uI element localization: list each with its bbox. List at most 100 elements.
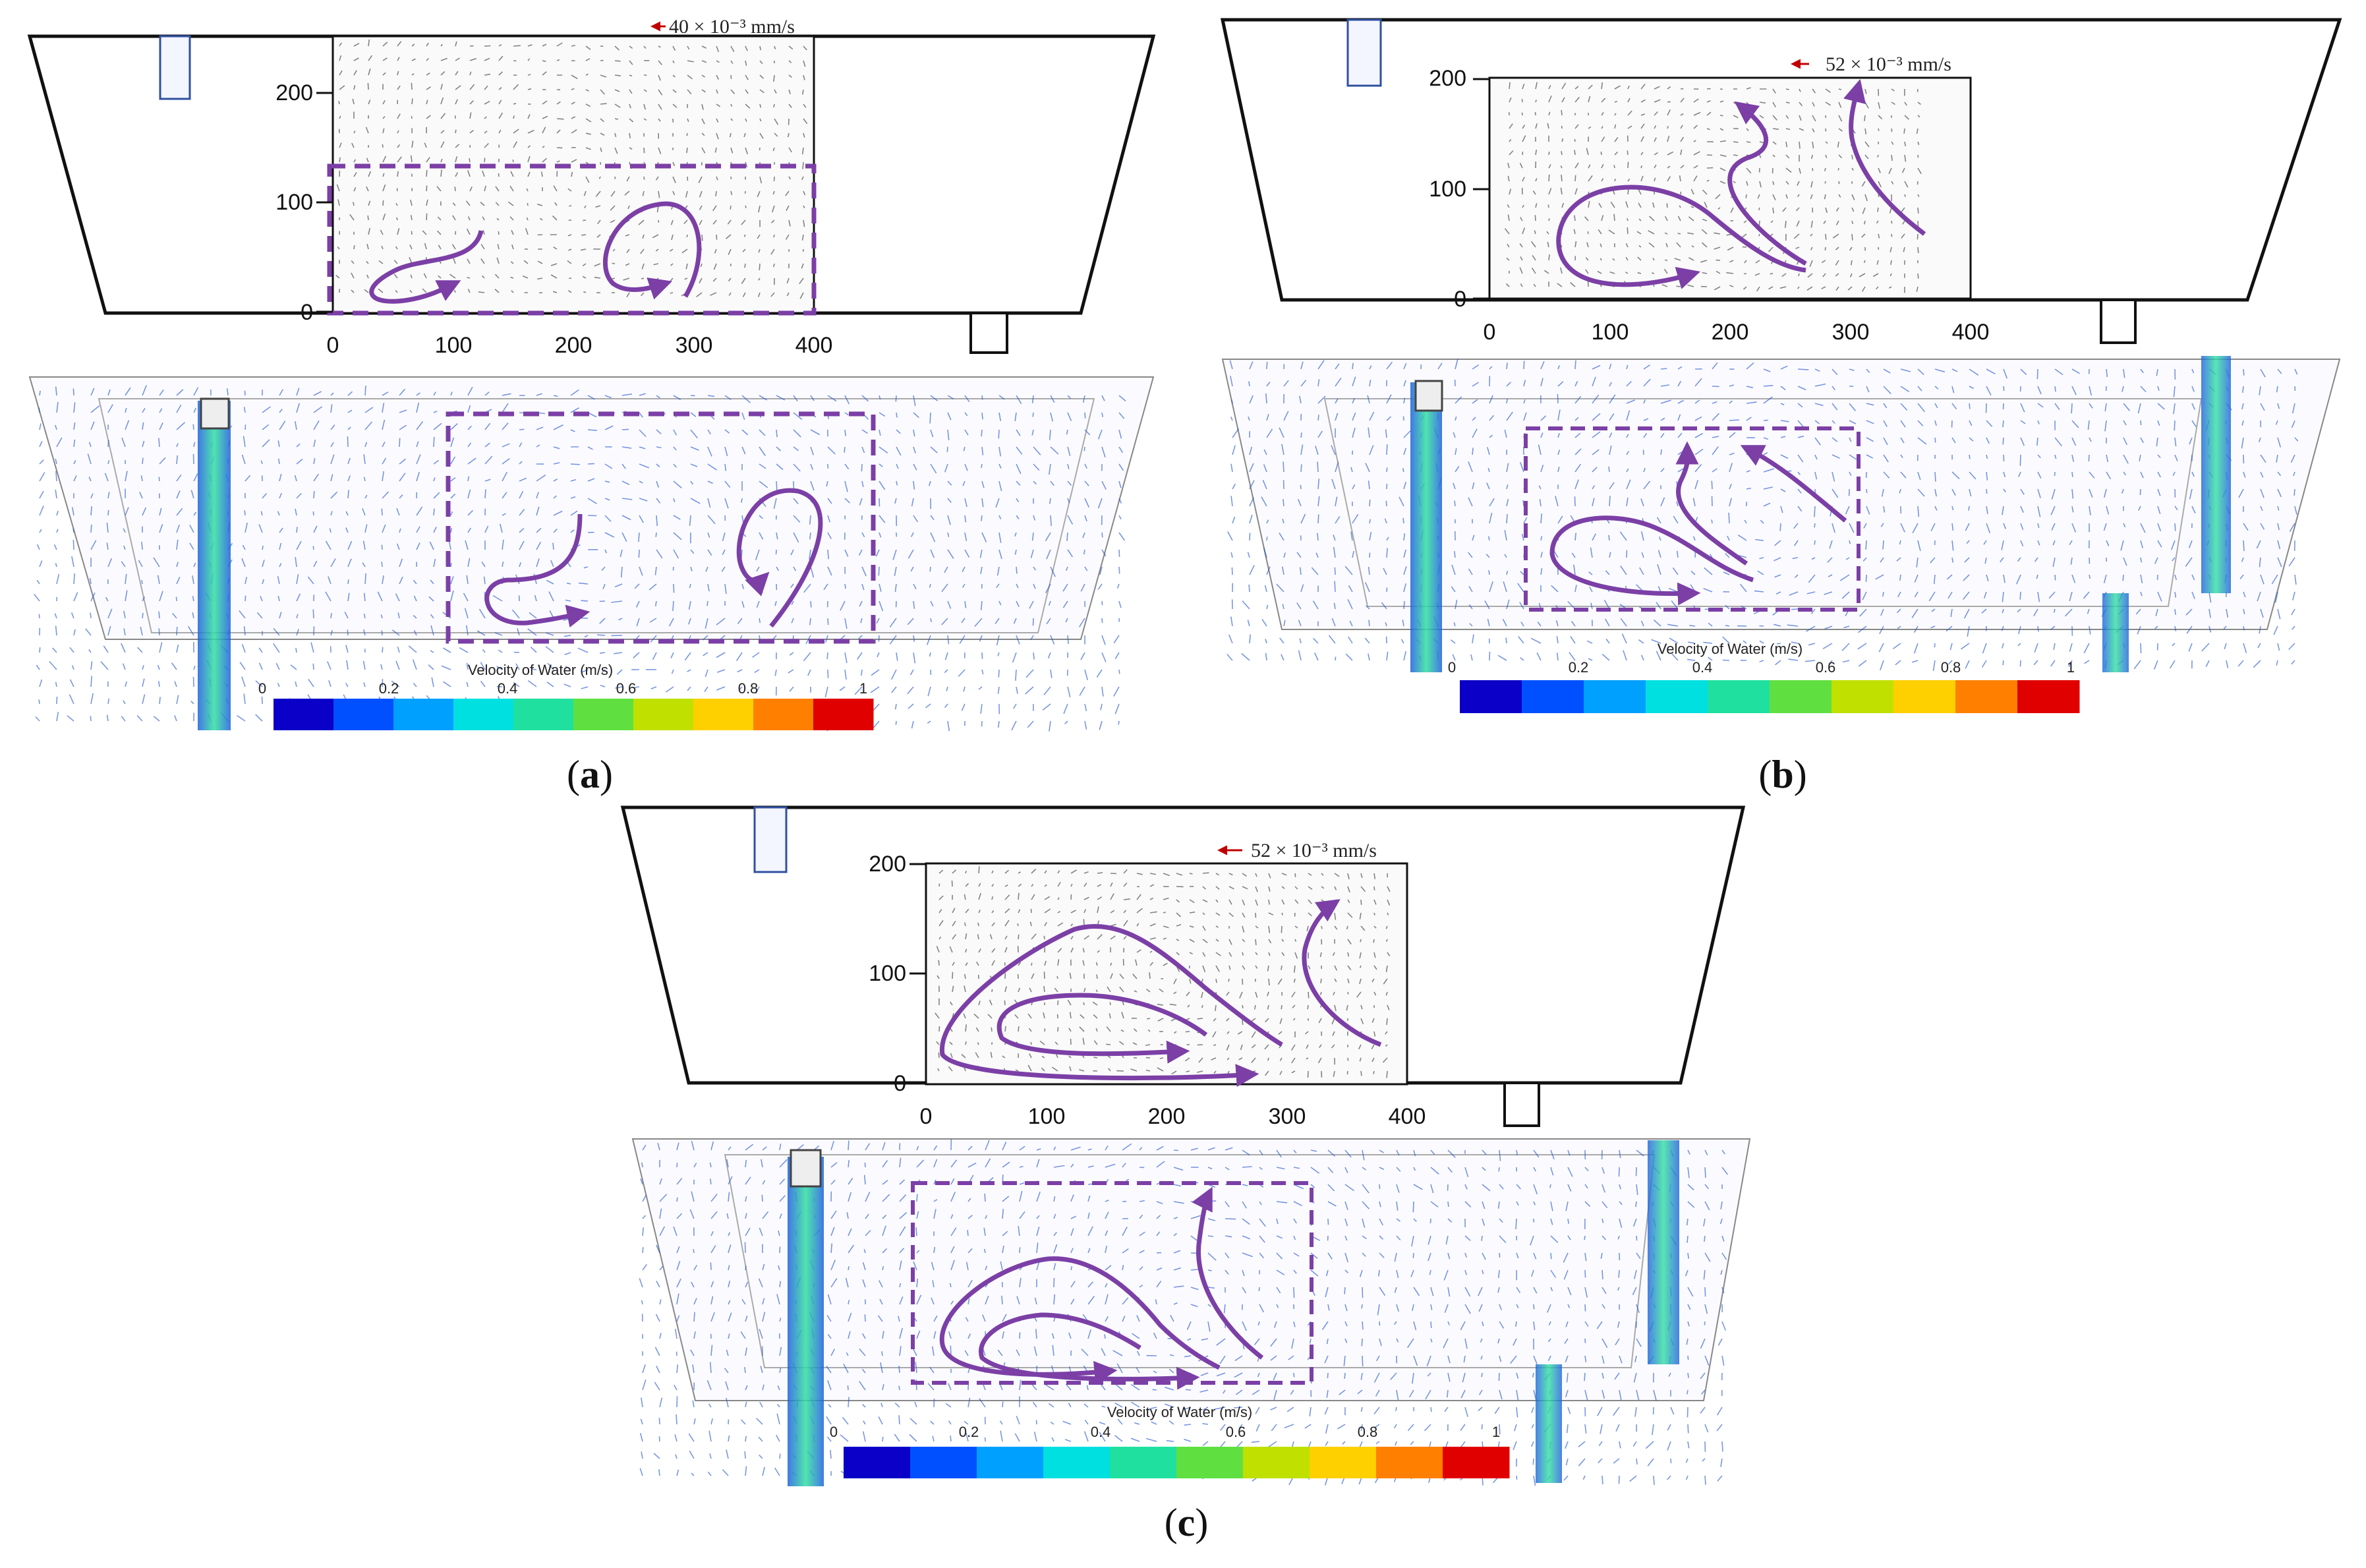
colorbar-segment xyxy=(844,1447,877,1478)
svg-text:(b): (b) xyxy=(1758,753,1806,796)
colorbar-segment xyxy=(1143,1447,1177,1478)
colorbar-title: Velocity of Water (m/s) xyxy=(468,662,613,678)
scale-label: 52 × 10⁻³ mm/s xyxy=(1251,840,1377,861)
panel-b-tank-2d xyxy=(1220,18,2342,344)
x-tick-label: 300 xyxy=(1832,320,1870,345)
vortex-arrow xyxy=(979,1312,1200,1390)
colorbar-tick-label: 0.2 xyxy=(959,1424,979,1440)
colorbar-segment xyxy=(753,699,784,730)
colorbar-segment xyxy=(333,699,364,730)
colorbar-segment xyxy=(2017,680,2049,713)
colorbar-segment xyxy=(603,699,634,730)
colorbar-segment xyxy=(1522,680,1553,713)
outlet-jet-plume xyxy=(2201,356,2231,593)
colorbar xyxy=(1460,680,2080,713)
y-tick-label: 100 xyxy=(275,190,313,215)
colorbar-title: Velocity of Water (m/s) xyxy=(1107,1404,1252,1420)
colorbar-tick-label: 0.4 xyxy=(1692,659,1713,676)
colorbar-segment xyxy=(1110,1447,1143,1478)
colorbar xyxy=(274,699,874,730)
colorbar-tick-label: 0.4 xyxy=(498,680,518,697)
colorbar-segment xyxy=(910,1447,944,1478)
x-tick-label: 0 xyxy=(920,1104,933,1129)
colorbar-tick-label: 0.6 xyxy=(1816,659,1836,676)
colorbar-segment xyxy=(877,1447,911,1478)
x-tick-label: 100 xyxy=(1028,1104,1066,1129)
outlet-pipe-icon xyxy=(969,312,1008,354)
colorbar-segment xyxy=(1770,680,1801,713)
panel-a-colorbar: Velocity of Water (m/s) 0 0.2 0.4 0.6 0.… xyxy=(258,662,874,730)
svg-text:(c): (c) xyxy=(1165,1501,1209,1544)
colorbar-segment xyxy=(1310,1447,1343,1478)
piv-vector-field xyxy=(335,39,808,299)
outlet-pipe-icon xyxy=(2100,299,2137,344)
colorbar-segment xyxy=(783,699,814,730)
panel-a-simulation-3d xyxy=(28,376,1155,732)
vortex-arrow xyxy=(939,1256,1221,1384)
colorbar-tick-label: 1 xyxy=(1492,1424,1500,1440)
colorbar-tick-label: 0.8 xyxy=(1358,1424,1378,1440)
colorbar-segment xyxy=(363,699,394,730)
colorbar-segment xyxy=(303,699,334,730)
x-tick-label: 200 xyxy=(1148,1104,1186,1129)
vortex-arrow xyxy=(1549,515,1754,606)
colorbar-segment xyxy=(1801,680,1832,713)
colorbar-segment xyxy=(573,699,604,730)
region-of-interest-box xyxy=(446,411,876,644)
inlet-pipe-icon xyxy=(753,806,788,873)
vector-strokes xyxy=(1226,359,2299,671)
colorbar-segment xyxy=(1924,680,1956,713)
colorbar-segment xyxy=(663,699,694,730)
y-axis: 0 100 200 xyxy=(1429,66,1489,312)
panel-c-tank-2d xyxy=(620,805,1746,1127)
scale-reference: 40 × 10⁻³ mm/s xyxy=(650,16,795,38)
y-tick-label: 200 xyxy=(869,852,906,877)
vortex-arrow xyxy=(1727,101,1807,266)
panel-b-colorbar: Velocity of Water (m/s) 0 0.2 0.4 0.6 0.… xyxy=(1448,641,2080,713)
vortex-arrow xyxy=(1192,1186,1264,1360)
colorbar-segment xyxy=(1276,1447,1310,1478)
colorbar-tick-label: 0 xyxy=(258,680,266,697)
y-axis: 0 100 200 xyxy=(275,80,333,325)
colorbar-segment xyxy=(1832,680,1863,713)
colorbar-tick-label: 0 xyxy=(1448,659,1456,676)
x-axis: 0 100 200 300 400 xyxy=(327,333,833,358)
svg-text:(a): (a) xyxy=(567,753,613,796)
y-tick-label: 100 xyxy=(1429,177,1466,202)
colorbar-segment xyxy=(1076,1447,1111,1478)
colorbar-tick-label: 0.8 xyxy=(738,680,759,697)
colorbar-segment xyxy=(1043,1447,1077,1478)
label-paren: ) xyxy=(600,753,613,796)
vortex-arrow xyxy=(1302,899,1382,1047)
colorbar-segment xyxy=(1615,680,1646,713)
tank-outline xyxy=(1220,18,2342,302)
panel-c-piv-plot: 0 100 200 0 100 200 300 400 52 × 10⁻³ mm… xyxy=(869,840,1426,1129)
x-tick-label: 400 xyxy=(1952,320,1990,345)
region-of-interest-box xyxy=(1524,426,1861,612)
colorbar-segment xyxy=(1243,1447,1277,1478)
vortex-arrow xyxy=(1843,78,1926,236)
panel-a-label: (a) xyxy=(567,753,613,796)
colorbar-segment xyxy=(977,1447,1010,1478)
colorbar-segment xyxy=(1476,1447,1510,1478)
panel-c-colorbar: Velocity of Water (m/s) 0 0.2 0.4 0.6 0.… xyxy=(830,1404,1510,1478)
panel-letter: c xyxy=(1178,1501,1196,1544)
colorbar-title: Velocity of Water (m/s) xyxy=(1658,641,1803,657)
colorbar-segment xyxy=(693,699,724,730)
scale-reference: 52 × 10⁻³ mm/s xyxy=(1791,53,1951,75)
colorbar-segment xyxy=(1584,680,1615,713)
panel-b-label: (b) xyxy=(1758,753,1806,796)
colorbar-segment xyxy=(1443,1447,1476,1478)
colorbar-tick-label: 0.2 xyxy=(1569,659,1589,676)
inlet-jet-plume xyxy=(198,401,231,730)
panel-a: 0 100 200 0 100 200 300 400 40 × 10⁻³ mm… xyxy=(27,16,1156,796)
colorbar-ticks: 0 0.2 0.4 0.6 0.8 1 xyxy=(830,1424,1500,1440)
piv-plot-area xyxy=(332,35,815,314)
region-of-interest-box xyxy=(327,163,817,316)
colorbar-segment xyxy=(1646,680,1677,713)
colorbar-segment xyxy=(423,699,454,730)
y-tick-label: 100 xyxy=(869,961,906,986)
colorbar-segment xyxy=(1176,1447,1210,1478)
label-paren: ( xyxy=(567,753,580,796)
outlet-pipe-icon xyxy=(1503,1082,1540,1127)
